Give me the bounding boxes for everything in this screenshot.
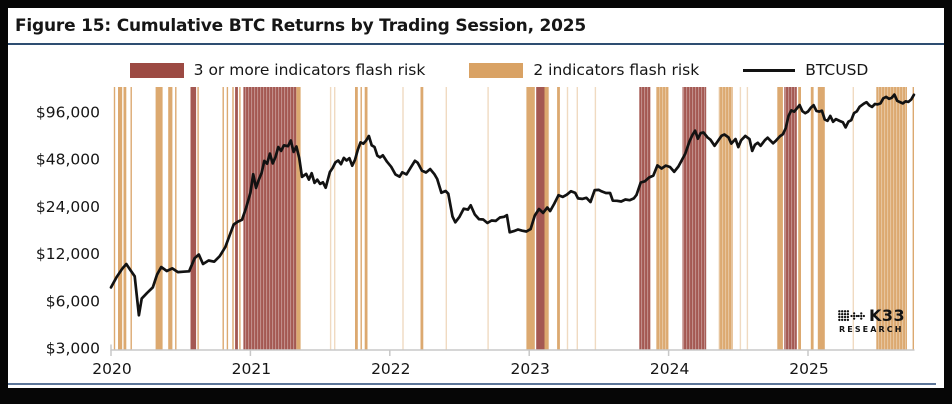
chart-legend: 3 or more indicators flash risk 2 indica… [8, 60, 944, 80]
legend-label-btcusd: BTCUSD [805, 61, 869, 79]
btcusd-line-swatch [743, 68, 796, 72]
legend-label-2: 2 indicators flash risk [533, 61, 700, 79]
axes-layer: 2020 2021 2022 2023 2024 2025 $96,000 $48,000 $2… [36, 104, 915, 378]
figure-title: Figure 15: Cumulative BTC Returns by Tra… [15, 16, 587, 36]
research-wordmark: RESEARCH [839, 325, 904, 334]
legend-item-2-risk: 2 indicators flash risk [469, 61, 699, 79]
risk-2-swatch [469, 62, 524, 78]
svg-text:$6,000: $6,000 [46, 292, 100, 310]
risk-bands-layer [113, 87, 914, 350]
svg-text:$96,000: $96,000 [36, 104, 100, 122]
svg-text:$12,000: $12,000 [36, 245, 100, 263]
svg-text:2025: 2025 [789, 360, 828, 378]
legend-item-3-or-more-risk: 3 or more indicators flash risk [129, 61, 426, 79]
svg-text:$3,000: $3,000 [46, 340, 100, 358]
price-chart: 2020 2021 2022 2023 2024 2025 $96,000 $48,000 $2… [36, 87, 916, 378]
svg-text:2022: 2022 [371, 360, 410, 378]
svg-text:2020: 2020 [92, 360, 131, 378]
btcusd-price-line [109, 93, 916, 317]
title-underline [8, 43, 944, 45]
svg-text:2021: 2021 [232, 360, 271, 378]
legend-label-3plus: 3 or more indicators flash risk [193, 61, 426, 79]
figure-card: Figure 15: Cumulative BTC Returns by Tra… [8, 8, 944, 388]
svg-text:$48,000: $48,000 [36, 151, 100, 169]
risk-3plus-swatch [129, 62, 184, 78]
legend-item-btcusd: BTCUSD [743, 61, 868, 79]
svg-text:2024: 2024 [650, 360, 689, 378]
k33-research-logo: K33 RESEARCH [838, 308, 934, 334]
bottom-border-line [8, 383, 936, 385]
k33-wordmark: K33 [869, 306, 906, 325]
svg-text:2023: 2023 [510, 360, 549, 378]
k33-dots-icon [838, 310, 865, 322]
svg-text:$24,000: $24,000 [36, 198, 100, 216]
